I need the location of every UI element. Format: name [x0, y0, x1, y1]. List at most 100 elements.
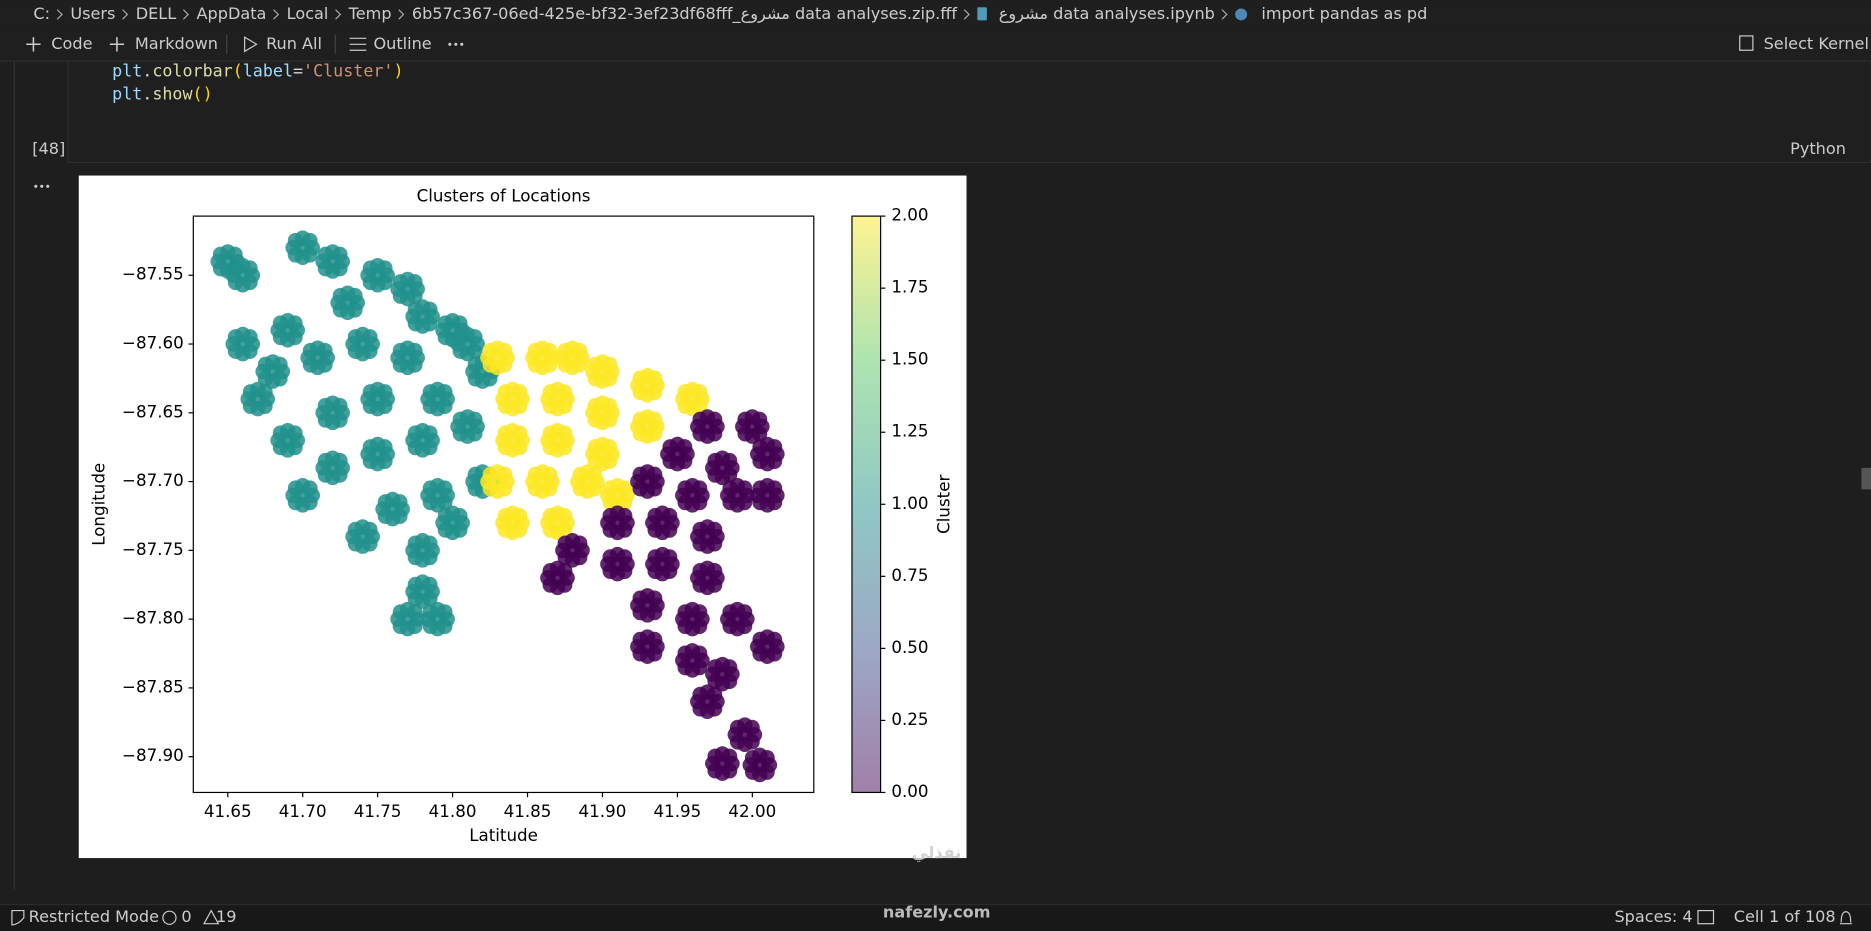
watermark-site: nafezly.com: [883, 902, 991, 921]
point: [677, 480, 693, 496]
point: [691, 494, 708, 511]
point: [646, 425, 663, 442]
select-kernel-button[interactable]: Select Kernel: [1764, 34, 1869, 53]
point: [467, 370, 484, 387]
point: [766, 646, 783, 662]
add-markdown-button[interactable]: Markdown: [135, 34, 218, 53]
point: [752, 480, 768, 496]
point: [707, 673, 723, 690]
toolbar: [0, 28, 1871, 61]
point: [407, 288, 423, 304]
breadcrumb-item[interactable]: Temp: [348, 4, 392, 23]
point: [556, 384, 573, 400]
point: [661, 522, 678, 538]
point: [557, 342, 574, 359]
breadcrumb-item[interactable]: 6b57c367-06ed-425e-bf32-3ef23df68fff_مشر…: [412, 4, 958, 24]
x-axis-label: Latitude: [469, 825, 538, 845]
point: [257, 370, 274, 387]
point: [317, 412, 334, 428]
colorbar-tick-label: 1.75: [891, 277, 928, 297]
point: [691, 604, 708, 620]
point: [736, 604, 753, 620]
point: [422, 439, 438, 456]
breadcrumb-item[interactable]: Local: [287, 4, 329, 23]
breadcrumb-item[interactable]: import pandas as pd: [1261, 4, 1427, 23]
outline-button[interactable]: Outline: [373, 34, 431, 53]
point: [737, 411, 753, 428]
point: [377, 274, 393, 291]
output-more[interactable]: [34, 184, 50, 188]
point: [556, 439, 573, 456]
colorbar-tick-label: 1.25: [891, 421, 928, 441]
bell-icon[interactable]: [1839, 911, 1852, 925]
point: [601, 412, 618, 428]
point: [706, 425, 723, 442]
point: [347, 521, 364, 538]
notebook-icon: [977, 7, 987, 21]
point: [302, 480, 318, 496]
point: [497, 398, 514, 414]
point: [332, 412, 348, 428]
point: [616, 522, 633, 538]
more-icon[interactable]: [460, 42, 464, 46]
more-icon[interactable]: [448, 42, 452, 46]
point: [646, 604, 663, 621]
point: [632, 604, 649, 621]
point: [707, 762, 723, 779]
point: [511, 384, 528, 400]
point: [422, 301, 438, 318]
point: [647, 507, 664, 524]
point: [242, 329, 258, 345]
point: [542, 507, 559, 524]
point: [287, 232, 304, 249]
point: [744, 764, 761, 780]
restricted-mode[interactable]: Restricted Mode: [29, 907, 159, 926]
code-token: .: [142, 83, 152, 103]
point: [422, 315, 438, 332]
point: [616, 507, 633, 524]
point: [242, 343, 258, 359]
cell-position[interactable]: Cell 1 of 108: [1734, 907, 1836, 926]
breadcrumb-item[interactable]: مشروع data analyses.ipynb: [999, 4, 1215, 24]
point: [759, 750, 775, 766]
more-icon[interactable]: [454, 42, 458, 46]
add-code-button[interactable]: Code: [51, 34, 92, 53]
point: [317, 397, 334, 414]
scrollbar-thumb: [1861, 467, 1871, 490]
x-tick-label: 41.85: [504, 801, 552, 821]
points: [210, 230, 785, 783]
point: [511, 507, 528, 524]
point: [227, 343, 244, 359]
error-icon: [162, 910, 177, 925]
point: [542, 439, 559, 456]
point: [407, 425, 424, 441]
colorbar-tick-label: 1.00: [891, 493, 928, 513]
point: [392, 342, 409, 359]
point: [744, 734, 760, 750]
chart-title: Clusters of Locations: [417, 186, 591, 206]
kernel-status-icon[interactable]: [1697, 909, 1715, 925]
point: [527, 342, 544, 359]
point: [377, 508, 394, 525]
error-count[interactable]: 0: [181, 907, 191, 926]
point: [541, 480, 558, 497]
point: [511, 398, 528, 414]
point: [556, 425, 573, 441]
breadcrumb-item[interactable]: C:: [33, 4, 50, 23]
point: [272, 439, 289, 456]
code-token: .: [142, 60, 152, 80]
warning-count[interactable]: 19: [216, 907, 236, 926]
run-all-button[interactable]: Run All: [266, 34, 322, 53]
breadcrumb-item[interactable]: AppData: [197, 4, 267, 23]
point: [601, 439, 618, 455]
indentation[interactable]: Spaces: 4: [1614, 907, 1692, 926]
breadcrumb-item[interactable]: Users: [70, 4, 115, 23]
point: [646, 466, 663, 483]
point: [302, 342, 319, 359]
point: [721, 452, 738, 469]
point: [662, 453, 678, 469]
point: [496, 466, 513, 483]
point: [766, 439, 783, 455]
point: [332, 260, 348, 277]
breadcrumb-item[interactable]: DELL: [136, 4, 177, 23]
